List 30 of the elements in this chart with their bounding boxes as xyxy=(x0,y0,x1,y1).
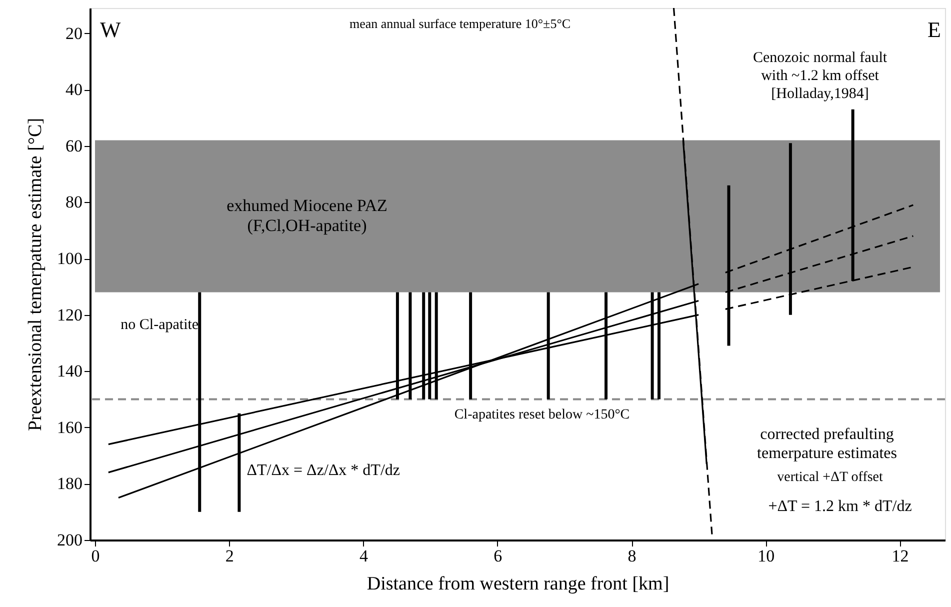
y-tick-label: 100 xyxy=(57,249,82,268)
annotation: ΔT/Δx = Δz/Δx * dT/dz xyxy=(246,462,400,480)
y-tick-label: 120 xyxy=(57,305,82,324)
x-tick-label: 2 xyxy=(225,546,234,566)
y-tick-label: 140 xyxy=(57,362,82,381)
annotation: corrected prefaulting temerpature estimates xyxy=(757,426,897,462)
x-tick-label: 6 xyxy=(494,546,502,566)
y-axis-title: Preextensional temerpature estimate [°C] xyxy=(25,118,46,432)
y-tick-label: 80 xyxy=(66,192,82,212)
annotation: no Cl-apatite xyxy=(120,317,199,334)
annotation: +ΔT = 1.2 km * dT/dz xyxy=(768,498,912,515)
annotation: mean annual surface temperature 10°±5°C xyxy=(349,16,571,31)
x-axis-title: Distance from western range front [km] xyxy=(366,574,670,594)
annotation: vertical +ΔT offset xyxy=(777,470,884,485)
annotation: Cenozoic normal fault with ~1.2 km offset [Holladay,1984] xyxy=(752,50,888,102)
ref-line-label: Cl-apatites reset below ~150°C xyxy=(454,407,630,422)
y-tick-label: 20 xyxy=(66,24,82,43)
y-tick-label: 40 xyxy=(66,80,82,100)
annotation: exhumed Miocene PAZ (F,Cl,OH-apatite) xyxy=(226,196,388,235)
x-tick-label: 10 xyxy=(758,546,775,566)
x-tick-label: 0 xyxy=(91,546,100,566)
y-tick-label: 200 xyxy=(57,530,82,550)
y-tick-label: 60 xyxy=(66,136,82,156)
x-tick-label: 12 xyxy=(892,546,909,566)
x-tick-label: 4 xyxy=(360,546,369,566)
annotation: E xyxy=(928,17,941,42)
y-tick-label: 180 xyxy=(57,474,82,494)
x-tick-label: 8 xyxy=(628,546,636,566)
y-tick-label: 160 xyxy=(57,418,82,437)
annotation: W xyxy=(100,17,121,42)
